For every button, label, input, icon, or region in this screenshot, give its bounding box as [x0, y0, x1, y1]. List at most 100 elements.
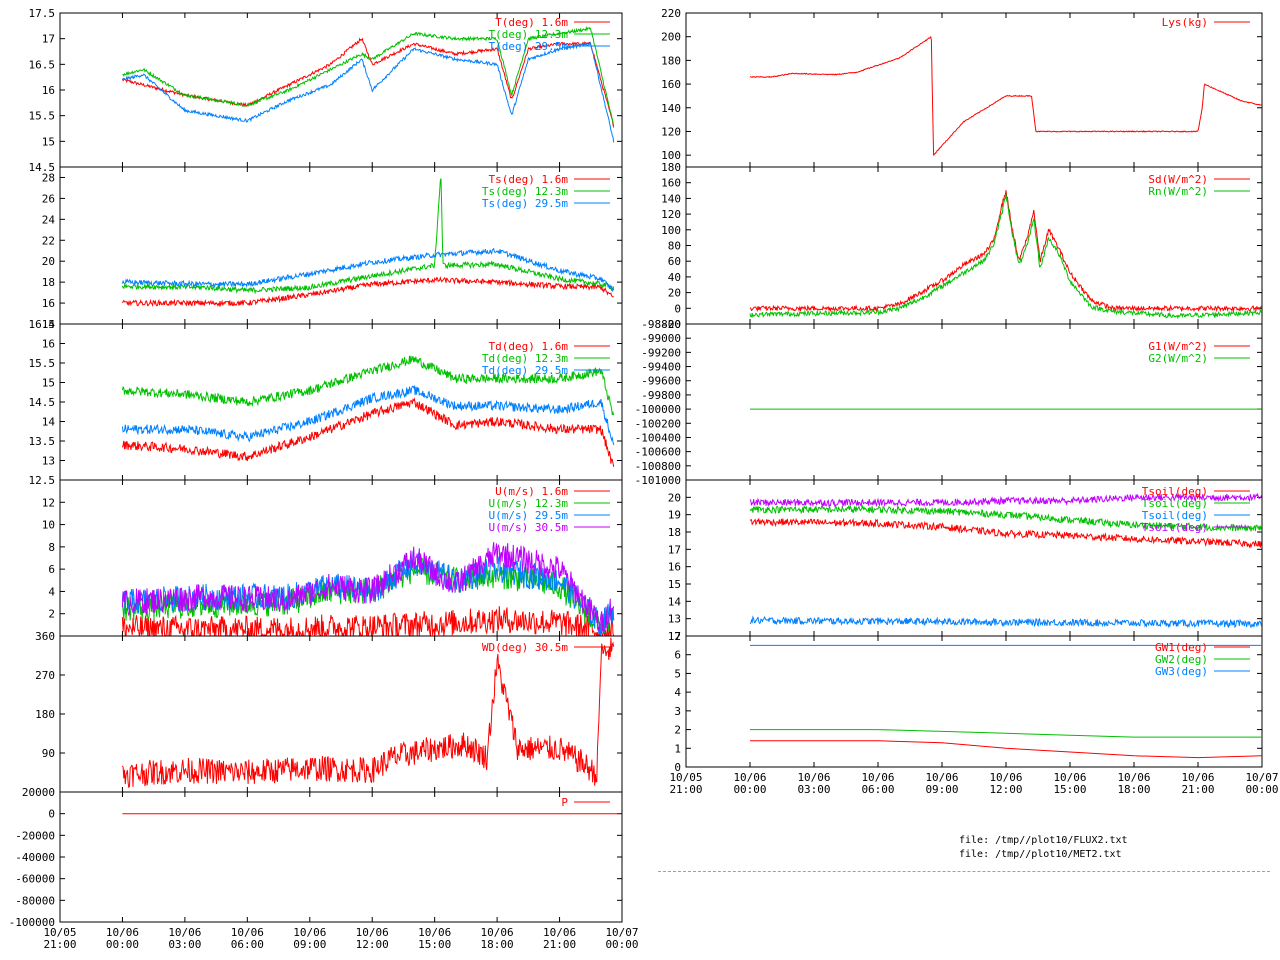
y-tick-label: 5 — [674, 667, 681, 680]
legend-label: Tsoil(deg) — [1142, 497, 1208, 510]
legend-label: U(m/s) 29.5m — [489, 509, 569, 522]
y-tick-label: 120 — [661, 208, 681, 221]
series-line-t-deg-12-3m — [122, 25, 615, 127]
legend-label: Tsoil(deg) — [1142, 521, 1208, 534]
y-tick-label: 8 — [48, 541, 55, 554]
panel-tsoil: 201918171615141312Tsoil(deg)Tsoil(deg)Ts… — [668, 479, 1263, 643]
series-line-lys-kg — [749, 35, 1262, 156]
y-tick-label: 120 — [661, 125, 681, 138]
y-tick-label: 15.5 — [29, 357, 56, 370]
legend-label: Td(deg) 1.6m — [489, 340, 569, 353]
legend-label: Td(deg) 29.5m — [482, 364, 568, 377]
legend-label: U(m/s) 1.6m — [495, 485, 568, 498]
panel-u: 12 10 8 6 4 2 U(m/s) 1.6mU(m/s) 12.3mU(m/s) 29… — [42, 479, 623, 637]
x-tick-label: 09:00 — [925, 783, 958, 796]
y-tick-label: 24 — [42, 213, 56, 226]
y-tick-label: 12.5 — [29, 474, 56, 487]
y-tick-label: -80000 — [15, 894, 55, 907]
y-tick-label: -100000 — [9, 916, 55, 929]
y-tick-label: 15 — [42, 377, 55, 390]
y-tick-label: 80 — [668, 240, 681, 253]
x-tick-label: 10/06 — [925, 771, 958, 784]
legend-label: Tsoil(deg) — [1142, 485, 1208, 498]
x-tick-label: 03:00 — [168, 938, 201, 951]
y-tick-label: 28 — [42, 171, 55, 184]
y-tick-label: -100200 — [635, 417, 681, 430]
y-tick-label: 16 — [42, 338, 55, 351]
panel-frame — [59, 791, 623, 923]
legend-label: Tsoil(deg) — [1142, 509, 1208, 522]
y-tick-label: 16 — [42, 297, 55, 310]
y-tick-label: 140 — [661, 192, 681, 205]
legend-label: GW1(deg) — [1155, 641, 1208, 654]
legend-label: T(deg) 1.6m — [495, 16, 568, 29]
y-tick-label: -99800 — [641, 389, 681, 402]
series-line-td-deg-29-5m — [121, 384, 615, 446]
y-tick-label: 160 — [661, 177, 681, 190]
legend-label: Ts(deg) 29.5m — [482, 197, 568, 210]
series-line-ts-deg-12-3m — [121, 178, 615, 295]
legend-label: G2(W/m^2) — [1148, 352, 1208, 365]
x-tick-label: 10/06 — [989, 771, 1022, 784]
series-line-td-deg-12-3m — [121, 355, 615, 416]
series-line-td-deg-1-6m — [121, 397, 615, 467]
y-tick-label: 180 — [35, 708, 55, 721]
y-tick-label: 14.5 — [29, 161, 56, 174]
x-tick-label: 18:00 — [1117, 783, 1150, 796]
y-tick-label: 160 — [661, 78, 681, 91]
y-tick-label: 90 — [42, 747, 55, 760]
y-tick-label: 20 — [668, 491, 681, 504]
y-tick-label: 20 — [668, 287, 681, 300]
x-tick-label: 10/06 — [1053, 771, 1086, 784]
series-line-tsoil-deg — [749, 492, 1262, 508]
y-tick-label: -100000 — [635, 403, 681, 416]
series-line-t-deg-29-5m — [122, 41, 615, 143]
series-line-ts-deg-29-5m — [121, 247, 615, 293]
y-tick-label: 2 — [674, 724, 681, 737]
y-tick-label: 10 — [42, 519, 55, 532]
x-tick-label: 10/06 — [861, 771, 894, 784]
y-tick-label: 13.5 — [29, 435, 56, 448]
y-tick-label: 180 — [661, 161, 681, 174]
x-tick-label: 10/06 — [418, 926, 451, 939]
series-line-ts-deg-1-6m — [121, 275, 614, 308]
panel-td: 16.5 16 15.5 15 14.5 14 13.5 13 12.5 Td(deg) 1.6m… — [29, 318, 623, 487]
y-tick-label: 200 — [661, 31, 681, 44]
y-tick-label: 12 — [42, 496, 55, 509]
y-tick-label: 6 — [48, 563, 55, 576]
legend-label: Sd(W/m^2) — [1148, 173, 1208, 186]
y-tick-label: 18 — [42, 276, 55, 289]
panel-gw: 7654321010/0521:0010/0600:0010/0603:0010… — [669, 630, 1278, 796]
y-tick-label: 17.5 — [29, 7, 56, 20]
x-tick-label: 06:00 — [861, 783, 894, 796]
series-line-rn-w-m-2 — [749, 194, 1262, 320]
legend-label: GW2(deg) — [1155, 653, 1208, 666]
legend-label: T(deg) 12.3m — [489, 28, 569, 41]
legend-label: WD(deg) 30.5m — [482, 641, 568, 654]
x-tick-label: 10/06 — [293, 926, 326, 939]
x-tick-label: 00:00 — [605, 938, 638, 951]
y-tick-label: 16 — [668, 561, 681, 574]
y-tick-label: 100 — [661, 224, 681, 237]
y-tick-label: 220 — [661, 7, 681, 20]
y-tick-label: 22 — [42, 234, 55, 247]
x-tick-label: 12:00 — [356, 938, 389, 951]
series-line-u-m-s-30-5m — [121, 542, 615, 634]
file-line-flux: file: /tmp//plot10/FLUX2.txt — [959, 835, 1128, 846]
legend-label: Lys(kg) — [1162, 16, 1208, 29]
y-tick-label: 12 — [668, 630, 681, 643]
x-tick-label: 21:00 — [669, 783, 702, 796]
series-line-sd-w-m-2 — [750, 190, 1262, 313]
series-line-gw2-deg — [750, 729, 1262, 738]
y-tick-label: 3 — [674, 705, 681, 718]
y-tick-label: -20000 — [15, 829, 55, 842]
divider — [658, 871, 1270, 872]
y-tick-label: 270 — [35, 669, 55, 682]
y-tick-label: -99000 — [641, 332, 681, 345]
legend-label: U(m/s) 30.5m — [489, 521, 569, 534]
y-tick-label: 7 — [674, 630, 681, 643]
series-line-gw1-deg — [750, 740, 1262, 759]
y-tick-label: 1 — [674, 742, 681, 755]
